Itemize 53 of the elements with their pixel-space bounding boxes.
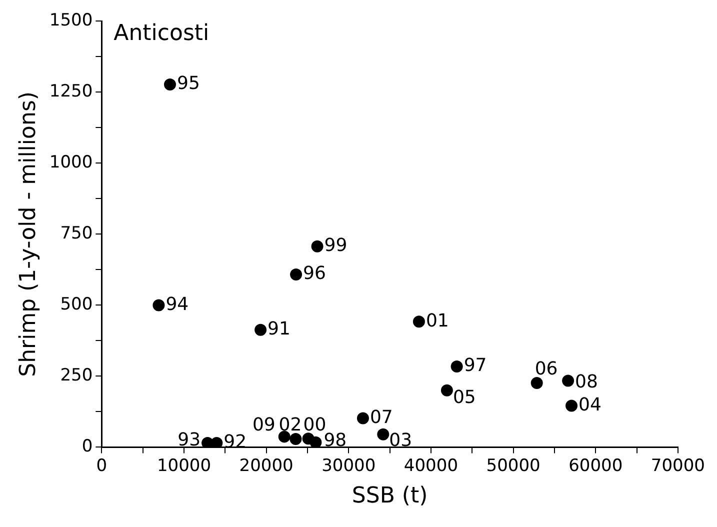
text: 00 (303, 414, 326, 436)
y-tick-label: 1500 (49, 10, 93, 31)
text: 96 (303, 263, 326, 284)
x-tick-label: 20000 (239, 456, 294, 476)
x-tick-label: 30000 (322, 456, 376, 476)
point (254, 324, 267, 336)
y-tick-label: 1250 (49, 82, 93, 102)
text: 04 (578, 394, 602, 416)
x-tick-label: 60000 (568, 456, 623, 476)
y-axis-title: Shrimp (1-y-old - millions) (16, 92, 41, 377)
text: 95 (176, 73, 200, 94)
point (440, 384, 453, 396)
text: 02 (278, 414, 302, 436)
point (566, 400, 578, 412)
text: 08 (575, 371, 598, 392)
point (377, 428, 390, 440)
point (202, 436, 214, 448)
text: 93 (178, 430, 201, 451)
point (290, 432, 302, 445)
x-tick-label: 10000 (156, 456, 212, 476)
text: 05 (452, 387, 476, 408)
point (290, 268, 302, 281)
text: 98 (324, 430, 347, 452)
text: 07 (370, 406, 393, 428)
text: 97 (464, 355, 487, 376)
y-tick-label: 250 (60, 366, 93, 386)
y-tick-label: 0 (82, 436, 93, 457)
point (356, 412, 369, 424)
y-tick-label: 500 (60, 294, 93, 315)
point (311, 240, 324, 252)
y-tick-label: 1000 (49, 152, 93, 173)
x-tick-label: 70000 (650, 456, 706, 476)
point (530, 377, 543, 390)
x-axis-title: SSB (t) (352, 484, 428, 509)
text: 99 (324, 235, 348, 256)
point (450, 360, 463, 373)
x-tick-label: 50000 (486, 456, 540, 476)
point (412, 316, 425, 328)
text: 91 (268, 318, 290, 340)
chart-title: Anticosti (114, 20, 210, 46)
point (278, 430, 290, 443)
point (302, 432, 314, 445)
y-tick-label: 750 (60, 224, 93, 244)
x-tick-label: 40000 (404, 456, 458, 476)
text: 01 (426, 310, 449, 332)
text: 94 (166, 294, 189, 315)
text: 03 (389, 430, 412, 452)
point (562, 374, 574, 387)
point (164, 78, 176, 91)
text: 06 (534, 358, 558, 380)
point (152, 299, 165, 312)
text: 09 (252, 414, 276, 436)
x-tick-label: 0 (96, 456, 108, 476)
